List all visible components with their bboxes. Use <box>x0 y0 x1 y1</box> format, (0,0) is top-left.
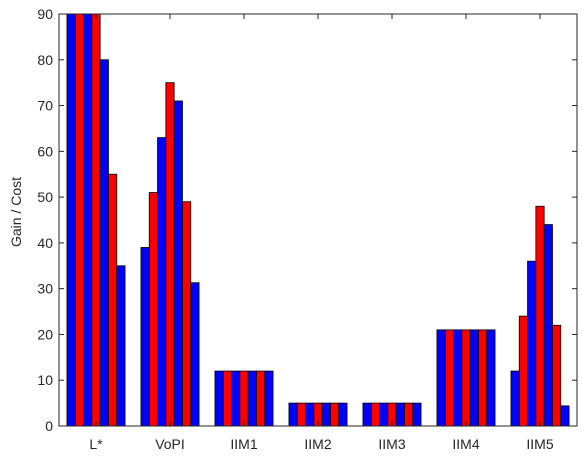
bar-vopi-3 <box>157 137 167 427</box>
y-tick-label: 60 <box>37 143 53 159</box>
bar-iim1-5 <box>247 370 257 427</box>
bar-iim1-7 <box>264 370 274 427</box>
bar-iim1-3 <box>231 370 241 427</box>
y-tick-label: 90 <box>37 6 53 22</box>
bar-vopi-1 <box>140 247 150 427</box>
bar-iim4-6 <box>478 329 488 427</box>
y-ticks-group: 0 10 20 30 40 50 60 70 80 90 <box>37 6 577 434</box>
bar-vopi-7 <box>190 282 200 427</box>
bar-iim2-1 <box>288 402 298 427</box>
bar-vopi-5 <box>173 100 183 427</box>
bar-iim4-5 <box>469 329 479 427</box>
bar-iim2-2 <box>296 402 306 427</box>
x-tick-label: L* <box>89 436 103 452</box>
bar-iim4-3 <box>453 329 463 427</box>
bar-iim3-3 <box>379 402 389 427</box>
bar-iim3-2 <box>370 402 380 427</box>
bar-l-7 <box>116 265 126 427</box>
bar-iim3-6 <box>404 402 414 427</box>
bar-vopi-2 <box>148 192 158 427</box>
bar-iim2-6 <box>330 402 340 427</box>
y-tick-label: 10 <box>37 372 53 388</box>
bar-iim4-7 <box>486 329 496 427</box>
plot-frame <box>58 13 578 427</box>
y-tick-label: 50 <box>37 189 53 205</box>
bar-iim3-7 <box>412 402 422 427</box>
y-tick-label: 70 <box>37 98 53 114</box>
y-tick-label: 0 <box>45 418 53 434</box>
bar-iim4-2 <box>444 329 454 427</box>
y-axis-label: Gain / Cost <box>8 177 24 247</box>
bar-iim1-2 <box>222 370 232 427</box>
x-tick-label: IIM2 <box>304 436 331 452</box>
bar-iim1-4 <box>239 370 249 427</box>
bar-iim5-6 <box>552 324 562 427</box>
bar-l-1 <box>66 13 76 427</box>
bar-iim5-3 <box>527 260 537 427</box>
bar-iim1-1 <box>214 370 224 427</box>
bar-iim5-4 <box>535 205 545 427</box>
x-tick-label: IIM1 <box>230 436 257 452</box>
bar-iim5-1 <box>510 370 520 427</box>
x-ticks-group: L* VoPI IIM1 IIM2 IIM3 IIM4 IIM5 <box>89 14 554 452</box>
x-tick-label: VoPI <box>155 436 185 452</box>
bar-iim4-4 <box>461 329 471 427</box>
bar-iim2-7 <box>338 402 348 427</box>
y-tick-label: 40 <box>37 235 53 251</box>
x-tick-label: IIM3 <box>378 436 405 452</box>
bar-l-3 <box>83 13 93 427</box>
bar-iim3-5 <box>395 402 405 427</box>
bar-l-2 <box>74 13 84 427</box>
y-tick-label: 30 <box>37 281 53 297</box>
bar-iim1-6 <box>256 370 266 427</box>
y-tick-label: 20 <box>37 326 53 342</box>
bar-l-4 <box>91 13 101 427</box>
bar-iim5-2 <box>518 315 528 427</box>
bar-iim2-5 <box>321 402 331 427</box>
bar-iim3-1 <box>362 402 372 427</box>
bar-l-6 <box>108 173 118 427</box>
x-tick-label: IIM4 <box>452 436 479 452</box>
bar-vopi-4 <box>165 82 175 427</box>
bars-group <box>66 13 570 427</box>
x-tick-label: IIM5 <box>526 436 553 452</box>
bar-iim4-1 <box>436 329 446 427</box>
axes-group <box>58 13 578 427</box>
bar-iim5-7 <box>560 405 570 427</box>
bar-iim2-3 <box>305 402 315 427</box>
bar-vopi-6 <box>182 201 192 427</box>
bar-iim5-5 <box>543 224 553 427</box>
y-tick-label: 80 <box>37 52 53 68</box>
bar-l-5 <box>99 59 109 427</box>
